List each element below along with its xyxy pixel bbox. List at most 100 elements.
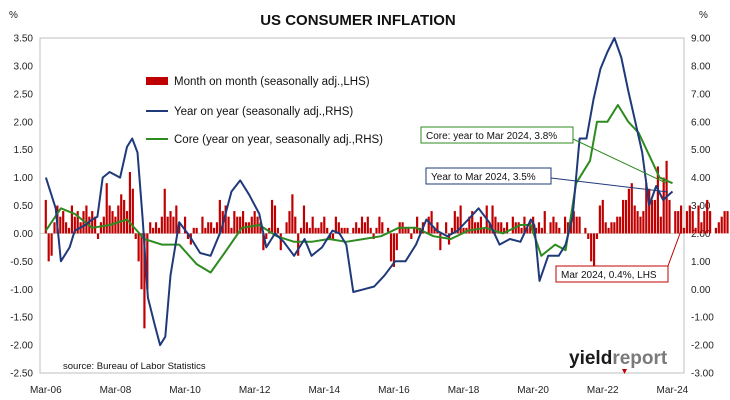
mom-bar — [624, 199, 628, 234]
right-tick-label: 5.00 — [691, 145, 711, 156]
mom-bar — [265, 233, 268, 239]
mom-bar — [149, 222, 152, 234]
mom-bar — [163, 188, 166, 234]
mom-bar — [340, 227, 343, 234]
mom-bar — [160, 216, 163, 234]
mom-bar — [453, 211, 456, 234]
mom-bar — [717, 222, 720, 234]
mom-bar — [128, 172, 132, 234]
mom-bar — [253, 211, 256, 234]
mom-bar — [375, 227, 378, 234]
mom-bar — [627, 188, 630, 234]
mom-bar — [247, 222, 250, 234]
mom-bar — [648, 188, 651, 234]
x-tick-label: Mar-22 — [587, 385, 619, 396]
mom-bar — [413, 227, 416, 234]
mom-bar — [227, 216, 230, 234]
left-tick-label: 2.00 — [14, 117, 34, 128]
mom-bar — [270, 199, 274, 234]
right-tick-label: 9.00 — [691, 34, 711, 45]
logo-text-yield: yield — [569, 348, 612, 369]
mom-bar — [503, 227, 506, 234]
mom-bar — [143, 233, 146, 329]
mom-bar — [236, 216, 239, 234]
right-tick-label: -3.00 — [691, 369, 714, 380]
mom-bar — [85, 205, 88, 234]
x-tick-label: Mar-12 — [239, 385, 271, 396]
mom-bar — [157, 227, 161, 234]
mom-bar — [700, 222, 703, 234]
callout-yoy-leader — [550, 177, 669, 193]
chart-title: US CONSUMER INFLATION — [260, 12, 456, 29]
mom-bar — [505, 222, 509, 234]
mom-bar — [610, 222, 613, 234]
logo-text: yieldreport — [569, 348, 668, 369]
right-tick-label: 4.00 — [691, 173, 711, 184]
mom-bar — [294, 216, 297, 234]
mom-bar — [474, 222, 477, 234]
right-tick-label: 7.00 — [691, 89, 711, 100]
mom-bar — [427, 216, 430, 234]
left-tick-label: -0.50 — [10, 257, 33, 268]
mom-bar — [96, 233, 100, 239]
right-tick-label: -1.00 — [691, 313, 714, 324]
mom-bar — [372, 233, 375, 239]
mom-bar — [616, 216, 619, 234]
legend-label-core: Core (year on year, seasonally adj.,RHS) — [174, 134, 383, 146]
mom-bar — [566, 222, 570, 234]
mom-bar — [291, 194, 294, 234]
mom-bar — [94, 216, 97, 234]
legend-label-yoy: Year on year (seasonally adj.,RHS) — [174, 106, 353, 118]
mom-bar — [497, 222, 500, 234]
series-line-core — [45, 104, 673, 274]
mom-bar — [534, 227, 538, 234]
callout-core-leader — [572, 138, 667, 184]
mom-bar — [288, 211, 291, 234]
mom-bar — [601, 199, 604, 234]
left-tick-label: 0.50 — [14, 201, 34, 212]
mom-bar — [720, 216, 723, 234]
mom-bar — [572, 211, 575, 234]
left-axis-ticks: 3.50 3.00 2.50 2.00 1.50 1.00 0.50 0.00 -0.50 -1.… — [10, 34, 33, 380]
mom-bar — [468, 216, 471, 234]
mom-bar — [201, 216, 204, 234]
legend-swatch-mom — [146, 77, 168, 85]
mom-bar — [363, 222, 366, 234]
mom-bar — [662, 177, 665, 234]
mom-bar — [239, 216, 242, 234]
mom-bar — [651, 199, 654, 234]
mom-bar — [668, 199, 671, 234]
mom-bar — [308, 227, 311, 234]
left-tick-label: 3.00 — [14, 61, 34, 72]
left-tick-label: 2.50 — [14, 89, 34, 100]
mom-bar — [407, 227, 410, 234]
mom-bar — [378, 216, 381, 234]
mom-bar — [520, 227, 523, 234]
mom-bar — [621, 199, 625, 234]
callout-mom-box — [555, 265, 669, 283]
right-tick-label: 6.00 — [691, 117, 711, 128]
mom-bar — [323, 216, 326, 234]
mom-bar — [152, 227, 155, 234]
mom-bar — [230, 227, 233, 234]
mom-bar — [212, 227, 216, 234]
mom-bar — [537, 222, 541, 234]
mom-bar — [558, 227, 561, 234]
mom-bar — [175, 205, 178, 234]
mom-bar — [73, 216, 76, 234]
left-tick-label: -2.00 — [10, 341, 33, 352]
mom-bar — [656, 166, 659, 234]
mom-bar — [543, 211, 546, 234]
mom-bar — [117, 205, 120, 234]
right-tick-label: 0.00 — [691, 285, 711, 296]
left-axis-unit: % — [9, 10, 18, 21]
mom-bar — [587, 233, 590, 239]
callout-core-text: Core: year to Mar 2024, 3.8% — [426, 131, 557, 142]
right-axis-ticks: 9.00 8.00 7.00 6.00 5.00 4.00 3.00 2.00 1.00 0.00… — [691, 34, 714, 380]
mom-bar — [134, 233, 137, 239]
mom-bar — [314, 227, 317, 234]
mom-bar — [607, 227, 610, 234]
mom-bar — [387, 227, 390, 234]
mom-bar — [154, 222, 158, 234]
mom-bar — [682, 227, 686, 234]
